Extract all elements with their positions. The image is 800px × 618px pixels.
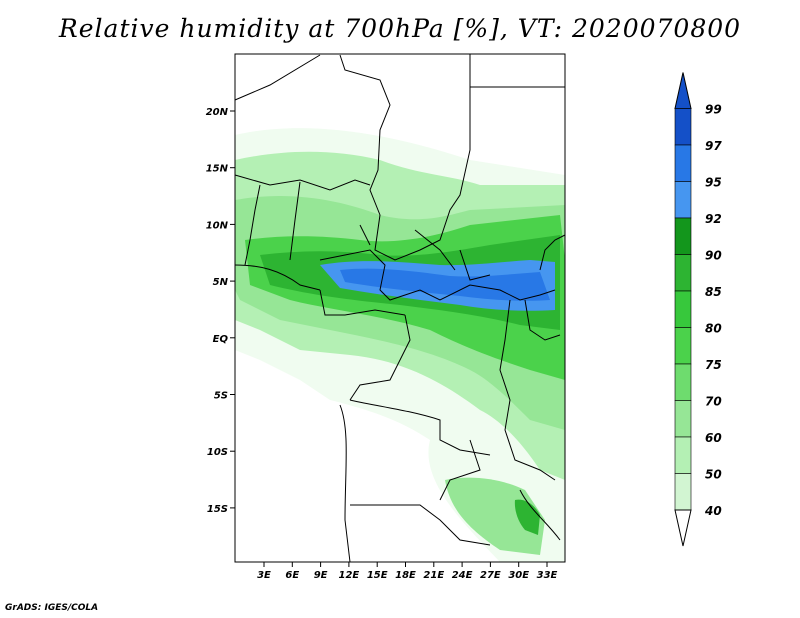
colorbar-segment (674, 400, 692, 438)
colorbar-label: 95 (705, 176, 722, 190)
longitude-axis: 3E 6E 9E 12E 15E 18E 21E 24E 27E 30E 33E (257, 562, 558, 581)
colorbar-label: 60 (705, 431, 722, 445)
border-line (234, 54, 321, 101)
colorbar-segment (674, 144, 692, 182)
lat-tick-label: 5S (214, 391, 228, 402)
lon-tick-label: 33E (537, 570, 558, 581)
border-line (244, 184, 261, 266)
colorbar-top-arrow (674, 72, 692, 109)
lon-tick-label: 6E (285, 570, 299, 581)
map-frame (234, 53, 566, 563)
lat-tick-label: 15S (207, 504, 228, 515)
colorbar-label: 75 (705, 358, 722, 372)
colorbar-segment (674, 254, 692, 292)
grads-credit: GrADS: IGES/COLA (5, 603, 99, 613)
border-line (524, 299, 561, 341)
border-line (359, 224, 371, 246)
colorbar-segment (674, 363, 692, 401)
border-line (234, 174, 371, 191)
colorbar-segment (674, 108, 692, 146)
lon-tick-label: 3E (257, 570, 271, 581)
humidity-field (235, 128, 565, 563)
colorbar-segment (674, 290, 692, 328)
lon-tick-label: 24E (452, 570, 473, 581)
colorbar-segment (674, 181, 692, 219)
lat-tick-label: 5N (213, 277, 229, 288)
lon-tick-label: 15E (367, 570, 388, 581)
colorbar-label: 92 (705, 212, 722, 226)
colorbar-segment (674, 436, 692, 474)
colorbar-label: 70 (705, 395, 722, 409)
colorbar-segment (674, 473, 692, 511)
border-line (234, 264, 321, 291)
lat-tick-label: 20N (206, 107, 229, 118)
country-borders (234, 54, 566, 563)
lat-tick-label: 10S (207, 447, 228, 458)
lon-tick-label: 12E (339, 570, 360, 581)
latitude-axis: 20N 15N 10N 5N EQ 5S 10S 15S (206, 107, 235, 515)
border-line (339, 54, 471, 261)
border-line (319, 249, 556, 301)
colorbar-bottom-arrow (674, 509, 692, 547)
lon-tick-label: 18E (395, 570, 416, 581)
colorbar-label: 97 (705, 139, 722, 153)
border-line (519, 489, 561, 541)
lon-tick-label: 21E (423, 570, 444, 581)
humidity-region-south-core (514, 499, 540, 535)
colorbar-label: 90 (705, 249, 722, 263)
colorbar: 99 97 95 92 90 85 80 75 70 60 50 40 (674, 72, 722, 547)
lon-tick-label: 30E (508, 570, 529, 581)
lat-tick-label: EQ (213, 334, 229, 345)
colorbar-label: 50 (705, 468, 722, 482)
border-line (459, 249, 491, 281)
border-line (319, 289, 406, 316)
colorbar-segment (674, 217, 692, 255)
humidity-region-south (445, 477, 545, 555)
colorbar-label: 80 (705, 322, 722, 336)
border-line (289, 181, 301, 261)
lon-tick-label: 9E (314, 570, 328, 581)
border-line (439, 439, 481, 501)
lon-tick-label: 27E (480, 570, 501, 581)
border-line (350, 504, 491, 546)
border-line (499, 299, 556, 481)
colorbar-segment (674, 327, 692, 365)
colorbar-label: 99 (705, 103, 722, 117)
border-line (414, 229, 456, 271)
border-line (339, 404, 351, 563)
humidity-region-97 (340, 268, 550, 301)
colorbar-label: 40 (704, 504, 722, 518)
border-line (349, 399, 491, 456)
border-line (539, 234, 566, 271)
chart-title: Relative humidity at 700hPa [%], VT: 202… (58, 14, 742, 43)
lat-tick-label: 15N (206, 164, 229, 175)
colorbar-label: 85 (705, 285, 722, 299)
lat-tick-label: 10N (206, 220, 229, 231)
map-panel: 20N 15N 10N 5N EQ 5S 10S 15S 3E 6E 9E 12E 15E 18E 21E… (206, 53, 566, 581)
border-line (349, 314, 411, 401)
